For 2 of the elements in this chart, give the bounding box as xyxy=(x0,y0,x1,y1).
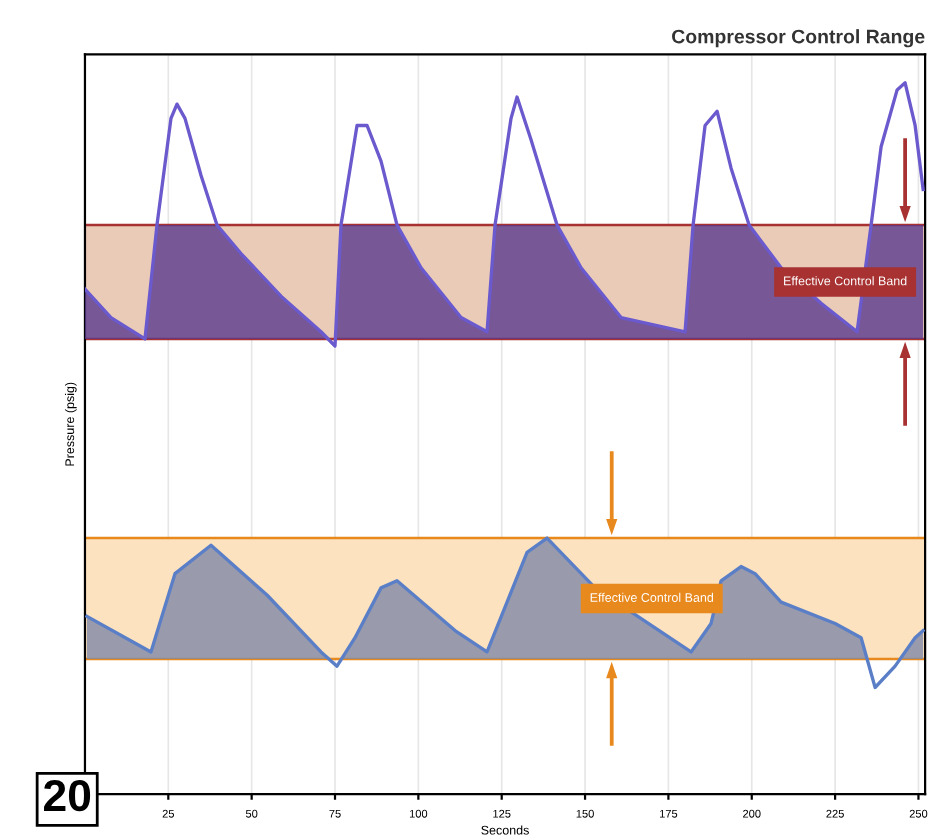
chart-title: Compressor Control Range xyxy=(672,29,925,48)
annotation: 20 xyxy=(44,779,91,812)
